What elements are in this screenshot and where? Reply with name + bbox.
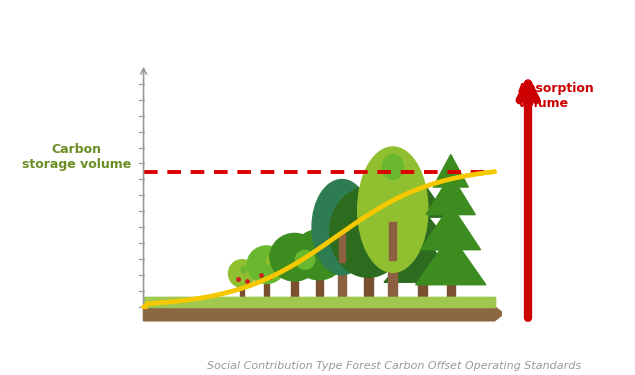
- Ellipse shape: [312, 180, 371, 275]
- Bar: [447, 285, 455, 297]
- Ellipse shape: [324, 249, 342, 266]
- Ellipse shape: [229, 260, 255, 287]
- Ellipse shape: [247, 246, 286, 284]
- Ellipse shape: [293, 230, 345, 280]
- Ellipse shape: [295, 251, 315, 269]
- Bar: [364, 277, 373, 297]
- Polygon shape: [391, 210, 454, 250]
- Bar: [144, 297, 495, 307]
- Bar: [338, 275, 346, 297]
- Polygon shape: [416, 235, 486, 285]
- Polygon shape: [144, 307, 504, 321]
- Ellipse shape: [335, 231, 359, 258]
- Ellipse shape: [382, 154, 403, 180]
- Bar: [316, 280, 323, 297]
- Ellipse shape: [342, 195, 356, 214]
- Ellipse shape: [358, 147, 428, 272]
- Ellipse shape: [389, 233, 414, 256]
- Ellipse shape: [311, 228, 328, 246]
- Ellipse shape: [295, 247, 305, 258]
- Ellipse shape: [330, 187, 407, 277]
- Bar: [291, 281, 298, 297]
- Ellipse shape: [267, 257, 274, 265]
- Bar: [389, 272, 398, 297]
- Bar: [389, 222, 396, 260]
- Polygon shape: [421, 205, 481, 250]
- Text: Increasing Carbon Uptake levels through Forest Development Projects: Increasing Carbon Uptake levels through …: [11, 13, 596, 28]
- Polygon shape: [384, 237, 461, 282]
- Polygon shape: [426, 174, 476, 214]
- Text: Absorption
volume: Absorption volume: [518, 82, 594, 110]
- Bar: [418, 282, 427, 297]
- Bar: [339, 232, 345, 262]
- Bar: [144, 297, 495, 307]
- Ellipse shape: [375, 227, 398, 252]
- Ellipse shape: [241, 267, 246, 273]
- Polygon shape: [398, 182, 447, 217]
- Bar: [264, 284, 269, 297]
- Polygon shape: [144, 307, 504, 321]
- Polygon shape: [433, 154, 468, 187]
- Bar: [240, 287, 244, 297]
- Text: Social Contribution Type Forest Carbon Offset Operating Standards: Social Contribution Type Forest Carbon O…: [206, 361, 581, 371]
- Ellipse shape: [270, 233, 319, 281]
- Text: Carbon
storage volume: Carbon storage volume: [22, 142, 131, 171]
